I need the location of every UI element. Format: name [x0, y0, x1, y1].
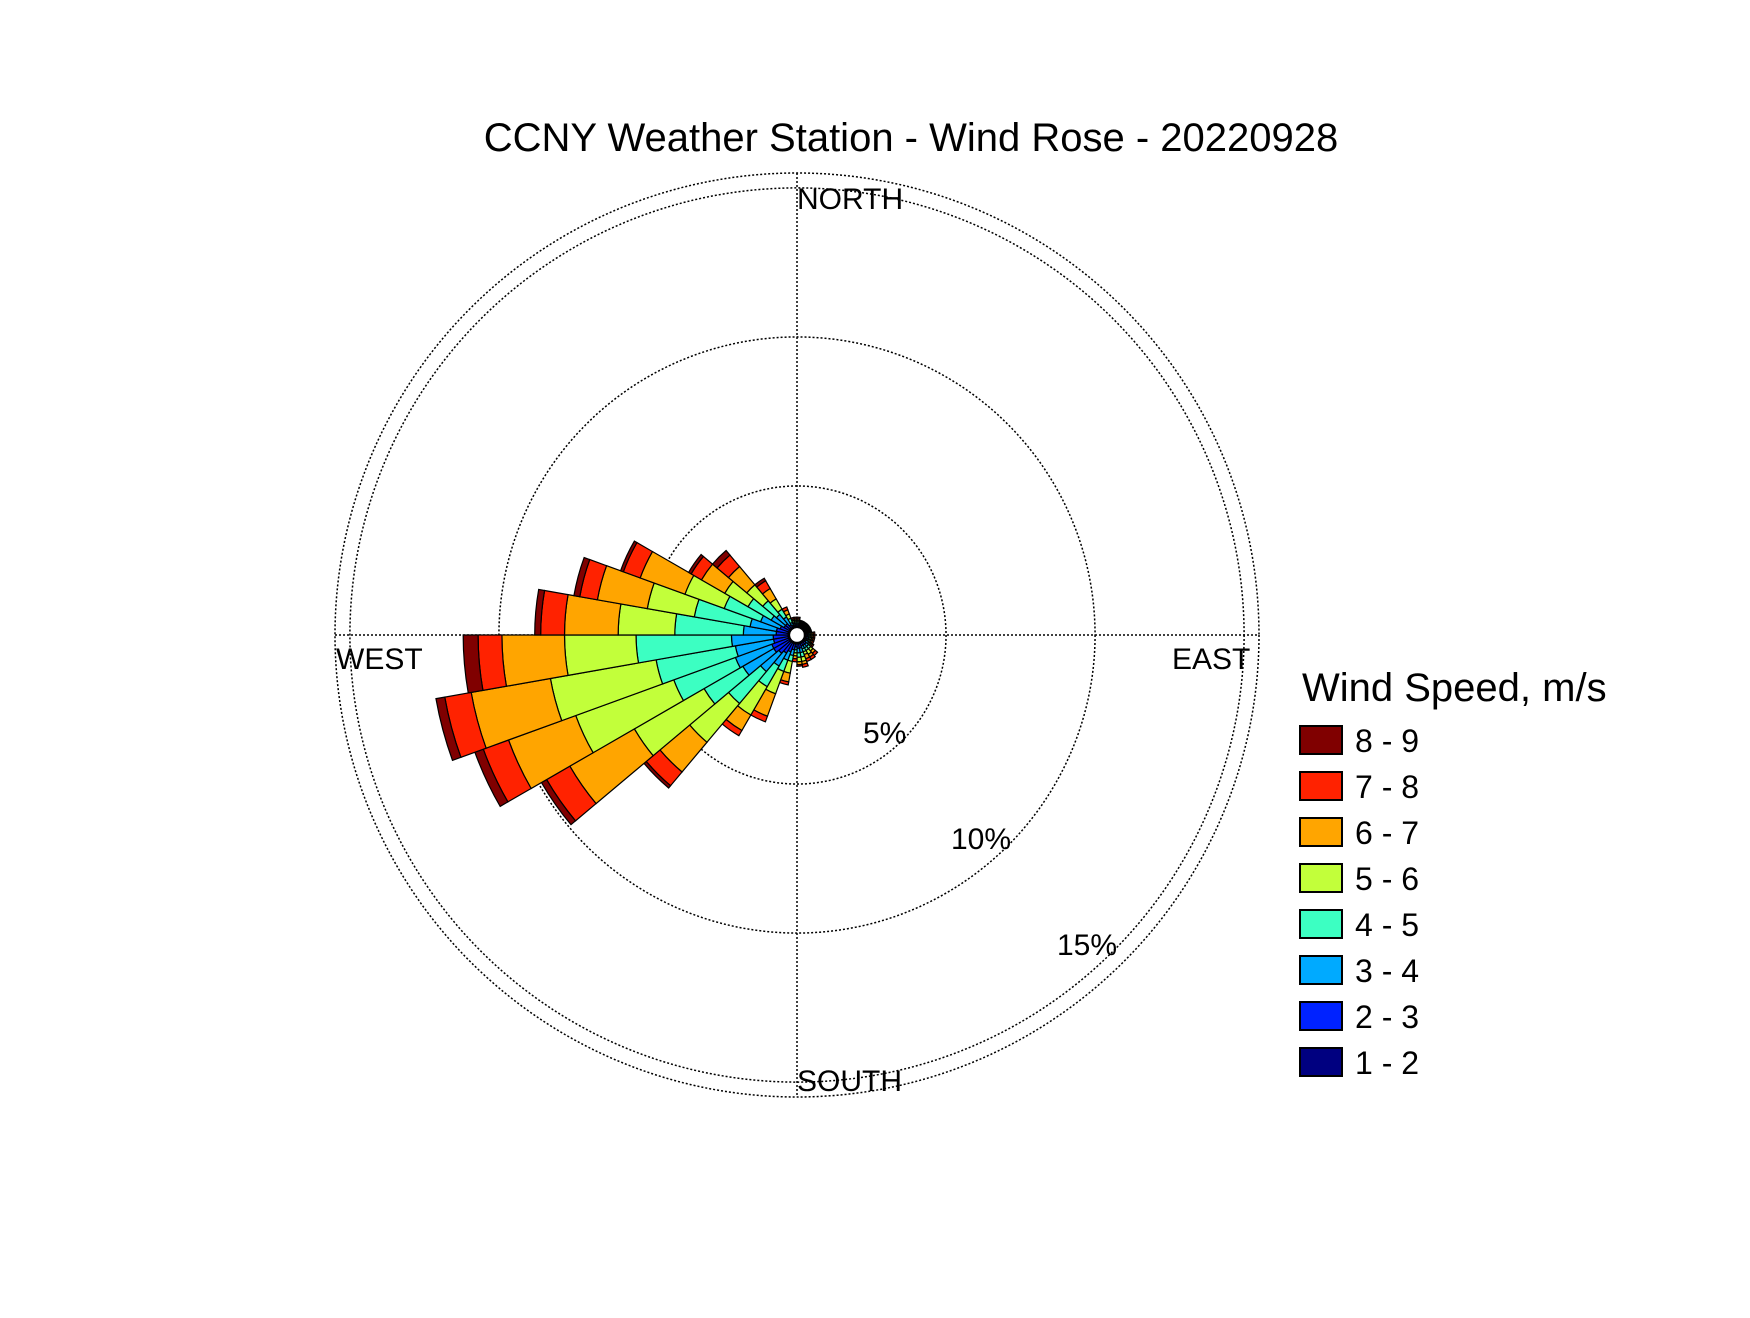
legend-label: 8 - 9 — [1355, 723, 1419, 759]
sector-segment — [573, 556, 591, 598]
sector-segment — [781, 606, 789, 613]
legend-swatch — [1299, 1047, 1343, 1077]
legend-title: Wind Speed, m/s — [1302, 666, 1607, 710]
sector-segment — [477, 634, 508, 692]
legend: Wind Speed, m/s 8 - 9 7 - 8 6 - 7 5 - 6 4 - … — [1299, 666, 1607, 1081]
legend-swatch — [1299, 725, 1343, 755]
legend-label: 4 - 5 — [1355, 907, 1419, 943]
sector-segment — [796, 663, 804, 667]
legend-swatch — [1299, 863, 1343, 893]
legend-label: 3 - 4 — [1355, 953, 1419, 989]
sector-segment — [462, 634, 484, 694]
legend-label: 6 - 7 — [1355, 815, 1419, 851]
legend-swatch — [1299, 909, 1343, 939]
radial-tick-label: 10% — [951, 823, 1011, 856]
sector-segment — [796, 616, 801, 620]
legend-swatch — [1299, 771, 1343, 801]
legend-swatch — [1299, 1001, 1343, 1031]
radial-tick-label: 15% — [1057, 929, 1117, 962]
legend-label: 2 - 3 — [1355, 999, 1419, 1035]
legend-swatch — [1299, 955, 1343, 985]
direction-label-south: SOUTH — [797, 1065, 902, 1098]
sector-segment — [711, 549, 731, 569]
legend-label: 5 - 6 — [1355, 861, 1419, 897]
sector-segment — [435, 696, 462, 762]
legend-swatch — [1299, 817, 1343, 847]
sector-segment — [809, 629, 813, 634]
radial-tick-label: 5% — [863, 717, 906, 750]
direction-label-west: WEST — [336, 643, 423, 676]
center-hole — [790, 628, 804, 642]
chart-title: CCNY Weather Station - Wind Rose - 20220… — [484, 116, 1339, 160]
sector-segment — [687, 553, 705, 575]
sector-segment — [801, 662, 809, 668]
wind-sectors — [435, 540, 819, 826]
sector-segment — [540, 589, 569, 636]
polar-labels: NORTH SOUTH WEST EAST 5% 10% 15% — [336, 183, 1250, 1098]
sector-segment — [534, 588, 546, 636]
sector-segment — [619, 540, 638, 573]
direction-label-east: EAST — [1172, 643, 1250, 676]
legend-label: 7 - 8 — [1355, 769, 1419, 805]
legend-label: 1 - 2 — [1355, 1045, 1419, 1081]
direction-label-north: NORTH — [797, 183, 903, 216]
sector-segment — [754, 577, 767, 588]
